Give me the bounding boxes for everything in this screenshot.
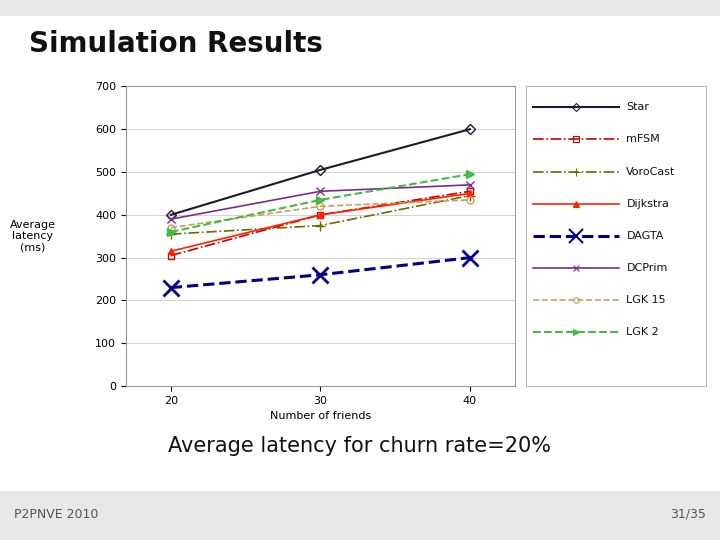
mFSM [166,252,175,259]
Line: LGK 2: LGK 2 [167,170,474,236]
DCPrim [316,188,325,194]
mFSM [466,188,474,194]
Text: mFSM: mFSM [626,134,660,144]
Star [466,126,474,132]
DAGTA [316,272,325,278]
Dijkstra [466,190,474,197]
Line: Star: Star [167,126,474,218]
VoroCast [466,192,474,199]
Text: Dijkstra: Dijkstra [626,199,670,208]
Text: VoroCast: VoroCast [626,166,676,177]
Text: P2PNVE 2010: P2PNVE 2010 [14,508,99,521]
DCPrim [166,216,175,222]
Y-axis label: Average
latency
(ms): Average latency (ms) [10,220,56,253]
mFSM [316,212,325,218]
Text: Star: Star [626,103,649,112]
Text: LGK 2: LGK 2 [626,327,659,337]
LGK 2 [316,197,325,203]
Text: DCPrim: DCPrim [626,263,667,273]
X-axis label: Number of friends: Number of friends [270,411,371,421]
LGK 15 [466,197,474,203]
LGK 15 [166,225,175,231]
Text: LGK 15: LGK 15 [626,295,666,305]
DAGTA [166,285,175,291]
LGK 2 [466,171,474,178]
Text: Simulation Results: Simulation Results [29,30,323,58]
VoroCast [316,222,325,229]
LGK 2 [166,229,175,235]
Line: Dijkstra: Dijkstra [167,190,474,255]
Star [316,167,325,173]
Line: DCPrim: DCPrim [167,181,474,224]
VoroCast [166,231,175,238]
DAGTA [466,254,474,261]
Star [166,212,175,218]
Line: LGK 15: LGK 15 [167,197,474,231]
Dijkstra [166,248,175,254]
Line: VoroCast: VoroCast [166,191,474,239]
LGK 15 [316,203,325,210]
DCPrim [466,181,474,188]
Text: Average latency for churn rate=20%: Average latency for churn rate=20% [168,435,552,456]
Line: mFSM: mFSM [167,188,474,259]
Text: DAGTA: DAGTA [626,231,664,241]
Dijkstra [316,212,325,218]
Line: DAGTA: DAGTA [163,249,478,296]
Text: 31/35: 31/35 [670,508,706,521]
